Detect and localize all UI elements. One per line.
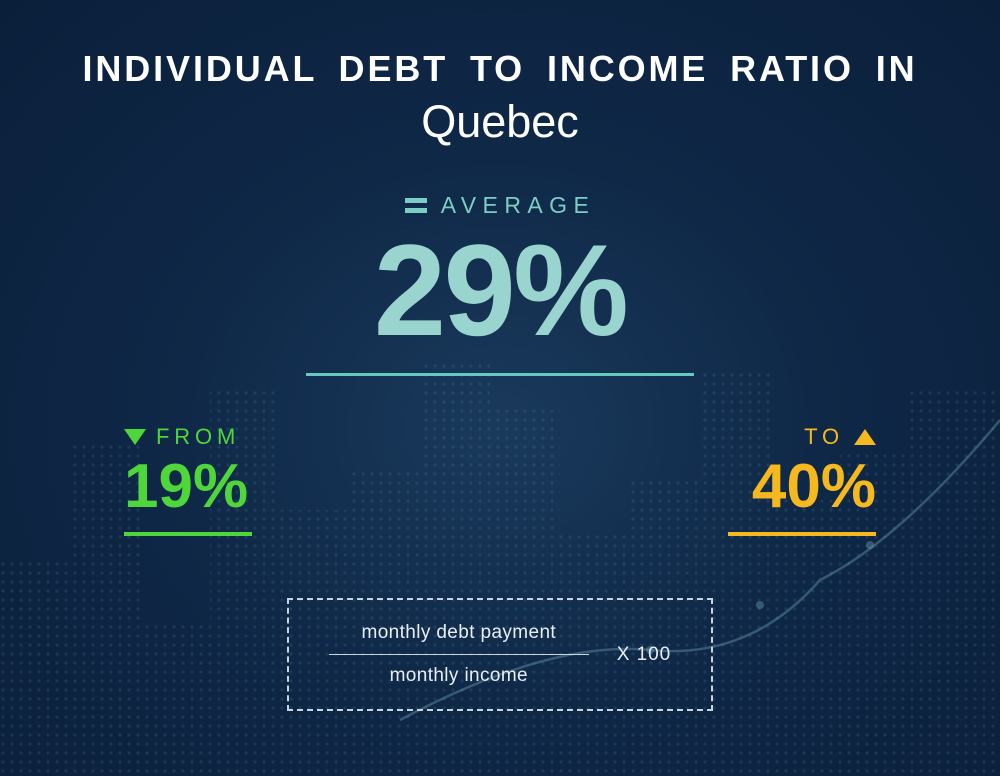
formula-multiplier: X 100 — [617, 644, 671, 666]
formula-box: monthly debt payment monthly income X 10… — [287, 598, 713, 711]
formula-numerator: monthly debt payment — [362, 622, 557, 644]
from-label-row: FROM — [124, 424, 252, 450]
to-label-row: TO — [728, 424, 876, 450]
from-value: 19% — [124, 456, 252, 518]
average-label: AVERAGE — [441, 192, 596, 219]
title-line-2: Quebec — [0, 96, 1000, 148]
equals-icon — [405, 198, 427, 213]
average-underline — [306, 373, 694, 376]
formula-denominator: monthly income — [390, 665, 528, 687]
from-label: FROM — [156, 424, 240, 450]
title-line-1: INDIVIDUAL DEBT TO INCOME RATIO IN — [0, 48, 1000, 90]
content-root: INDIVIDUAL DEBT TO INCOME RATIO IN Quebe… — [0, 0, 1000, 776]
triangle-down-icon — [124, 429, 146, 445]
to-block: TO 40% — [728, 424, 876, 536]
to-underline — [728, 532, 876, 536]
range-row: FROM 19% TO 40% — [120, 424, 880, 536]
formula-divider — [329, 654, 589, 655]
formula-fraction: monthly debt payment monthly income — [329, 622, 589, 687]
from-block: FROM 19% — [124, 424, 252, 536]
average-block: AVERAGE 29% — [306, 192, 694, 376]
average-label-row: AVERAGE — [306, 192, 694, 219]
to-value: 40% — [728, 456, 876, 518]
from-underline — [124, 532, 252, 536]
triangle-up-icon — [854, 429, 876, 445]
to-label: TO — [804, 424, 844, 450]
average-value: 29% — [306, 225, 694, 355]
